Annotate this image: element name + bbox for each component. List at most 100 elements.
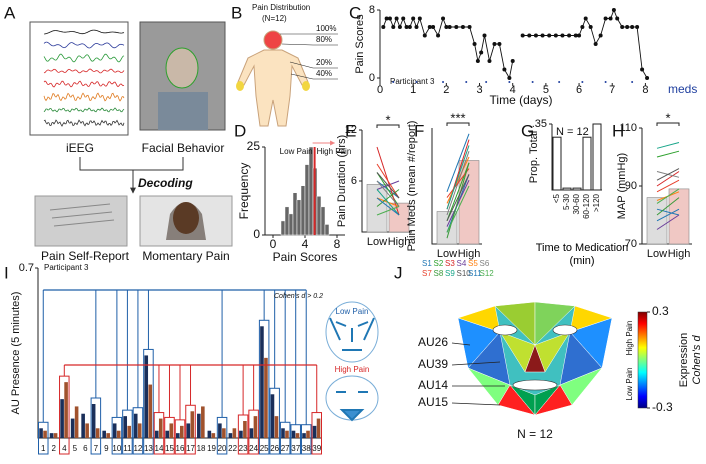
diagram-label: iEEG [66,141,94,155]
pain-point [603,16,608,21]
panel-letter: G [521,121,534,140]
histogram-bar [324,224,330,236]
cluster-box [311,412,322,455]
histogram-bar [320,206,326,236]
legend-entry: S10 [457,269,472,278]
connector [79,157,184,171]
y-axis-label: Prop. Total [528,131,540,183]
y-tick-label: 110 [619,122,637,134]
cluster-box [143,348,154,455]
cluster-box [269,387,280,455]
med-dose [415,81,418,83]
x-axis-label: Time to Medication (min) [535,242,629,267]
y-axis-label: MAP (mmHg) [616,153,628,219]
subject-line [656,197,680,216]
au-label: AU39 [418,357,448,371]
subject-line [656,214,680,230]
histogram-bar [284,206,290,236]
legend-entry: S8 [434,269,444,278]
cluster-box [153,412,165,455]
pain-point [404,25,409,29]
ieeg-trace [43,92,125,102]
med-dose [392,81,395,83]
x-tick-label: 18 [197,444,206,453]
panel-letter: E [345,121,356,140]
x-tick-label: 37 [291,444,300,453]
pain-point [593,42,598,46]
au-bar [154,430,159,438]
x-tick-label: 24 [249,444,258,453]
x-tick-label: Low [647,248,667,260]
subject-line [446,179,470,227]
subject-line [376,189,400,207]
pain-point [441,16,446,21]
histogram-bar [308,146,314,236]
ieeg-trace [43,53,125,63]
x-tick-label: 3 [476,84,482,96]
au-bar [148,384,153,438]
legend-entry: S2 [434,259,444,268]
y-tick-label: 8 [369,4,375,16]
x-tick-label: 11 [123,444,132,453]
mean-bar [366,184,388,233]
au-bar [112,423,117,438]
x-tick-label: 5 [73,444,78,453]
med-dose [442,81,445,83]
legend-entry: High Pain [335,365,370,374]
cluster-box [164,416,175,455]
cluster-box [174,419,186,455]
histogram-bar [300,185,306,236]
y-axis-label: Pain Scores [354,14,366,74]
subject-line [446,174,470,222]
au-bar [222,428,226,438]
x-tick-label: 23 [239,444,248,453]
x-tick-label: 39 [312,444,321,453]
x-tick-label: High [668,248,691,260]
x-tick-label: 4 [62,444,67,453]
pain-point [381,25,386,29]
video-body [158,92,208,130]
x-tick-label: 12 [133,444,142,453]
y-tick-label: 0 [369,72,375,84]
pain-point [540,33,545,38]
cluster-box [59,375,70,455]
x-tick-label: 6 [576,84,582,96]
diagram-label: Momentary Pain [142,249,229,263]
subject-line [446,185,470,233]
au-leader [451,342,471,346]
au-bar [186,423,191,438]
x-tick-label: 60-120 [582,193,591,218]
subject-line [376,189,400,216]
pain-point [560,33,565,38]
au-bar [165,430,170,438]
pain-point [640,67,645,72]
histogram-bar [280,220,286,236]
au-bar [180,425,184,438]
med-dose [465,81,468,83]
x-tick-label: 15 [165,444,174,453]
pain-point [479,50,484,55]
pain-point [573,33,578,38]
x-tick-label: 5-30 [562,193,571,210]
histogram-bar [292,192,298,236]
face-region [534,384,561,416]
au-bar [239,430,243,438]
cluster-box [38,421,49,455]
pain-point [645,76,650,80]
pain-point [577,33,582,38]
x-tick-label: Low [437,248,457,260]
ieeg-trace [43,41,125,49]
ieeg-trace [43,119,125,127]
x-tick-label: 7 [609,84,615,96]
pain-point [467,25,472,29]
pain-point [615,16,620,21]
au-bar [137,423,142,438]
y-tick-label: 12 [345,124,357,136]
legend-entry: S6 [480,259,490,268]
pain-face-hair [166,202,206,240]
x-tick-label: 25 [260,444,269,453]
legend-entry: S5 [468,259,478,268]
au-bar [260,326,264,438]
legend-entry: S7 [422,269,432,278]
subject-line [446,156,470,204]
